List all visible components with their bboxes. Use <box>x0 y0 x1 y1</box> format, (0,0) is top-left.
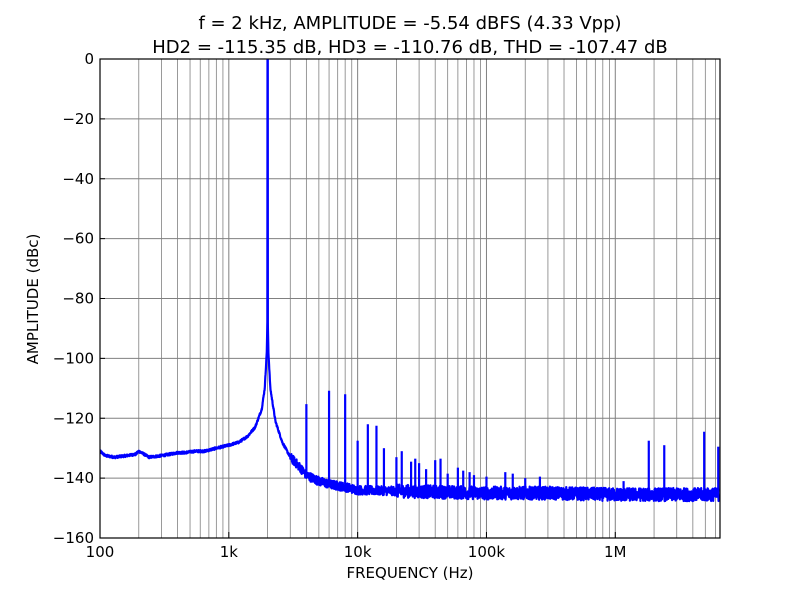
y-tick-label: −140 <box>53 469 94 487</box>
x-tick-label: 100k <box>468 543 506 561</box>
y-tick-label: 0 <box>84 50 94 68</box>
chart-title-line2: HD2 = -115.35 dB, HD3 = -110.76 dB, THD … <box>152 37 667 58</box>
y-axis-label: AMPLITUDE (dBc) <box>24 234 42 365</box>
x-tick-label: 1M <box>604 543 627 561</box>
x-tick-label: 100 <box>86 543 115 561</box>
chart-title-line1: f = 2 kHz, AMPLITUDE = -5.54 dBFS (4.33 … <box>198 13 621 34</box>
y-tick-label: −160 <box>53 529 94 547</box>
y-tick-label: −40 <box>62 170 94 188</box>
x-axis-label: FREQUENCY (Hz) <box>346 564 473 582</box>
x-tick-label: 1k <box>220 543 239 561</box>
y-tick-label: −80 <box>62 290 94 308</box>
y-tick-label: −100 <box>53 349 94 367</box>
y-tick-label: −120 <box>53 409 94 427</box>
y-tick-label: −20 <box>62 110 94 128</box>
x-tick-label: 10k <box>344 543 372 561</box>
y-tick-label: −60 <box>62 230 94 248</box>
plot-layer <box>100 59 720 503</box>
spectrum-trace <box>100 59 720 503</box>
